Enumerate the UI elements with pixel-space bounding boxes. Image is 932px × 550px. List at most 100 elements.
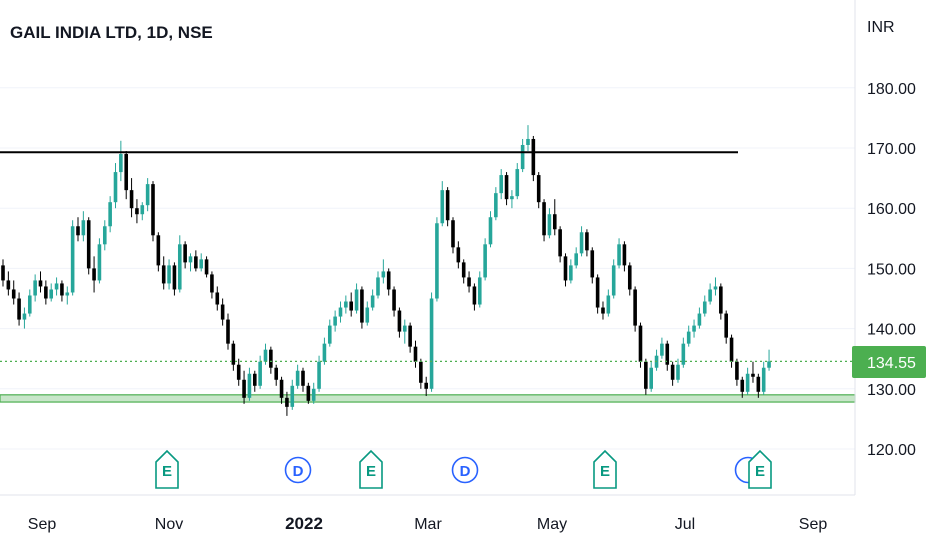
candle-body — [590, 250, 595, 278]
candle-body — [424, 382, 429, 389]
candle-body — [311, 388, 316, 401]
dividend-label: D — [460, 463, 471, 480]
candle-body — [483, 244, 487, 278]
candle-body — [467, 277, 471, 287]
candle-body — [429, 298, 434, 389]
candle-body — [183, 244, 187, 263]
candle-body — [161, 265, 166, 284]
y-axis: 180.00 170.00 160.00 150.00 140.00 130.00 120.… — [867, 81, 916, 459]
candle — [595, 274, 600, 314]
candle — [536, 172, 541, 209]
candle-body — [606, 295, 611, 314]
x-tick-label: May — [537, 516, 567, 533]
candle — [756, 373, 761, 398]
candle — [611, 259, 616, 299]
candle — [381, 259, 386, 284]
candle-body — [1, 265, 5, 281]
candle — [461, 259, 466, 284]
candle — [11, 280, 16, 305]
x-axis[interactable]: Sep Nov 2022 Mar May Jul Sep — [28, 514, 828, 533]
candle — [140, 202, 145, 221]
y-tick-label: 140.00 — [867, 322, 916, 339]
candle-body — [542, 202, 546, 236]
earnings-marker[interactable]: E — [748, 449, 772, 489]
candle-body — [151, 184, 155, 236]
candle-body — [11, 289, 16, 299]
candle-body — [713, 286, 718, 290]
candle-body — [220, 304, 225, 320]
dividend-marker[interactable]: D — [284, 456, 312, 484]
candle — [413, 340, 418, 368]
candle — [172, 262, 177, 296]
candle-body — [172, 265, 177, 290]
earnings-icon — [593, 449, 617, 489]
candle-body — [252, 373, 257, 386]
candle-body — [660, 343, 664, 356]
candle-body — [263, 349, 268, 362]
candle-body — [558, 229, 562, 257]
support-zone — [0, 394, 856, 403]
candle-body — [86, 220, 91, 269]
candle-body — [510, 196, 514, 200]
candle — [515, 163, 520, 200]
candle-body — [119, 154, 123, 173]
candle-body — [258, 361, 262, 386]
candle-body — [408, 325, 412, 347]
candle — [135, 199, 139, 224]
candle-body — [381, 271, 386, 278]
candle — [1, 259, 5, 287]
candle — [392, 286, 396, 317]
candle-body — [49, 289, 54, 299]
candle-body — [113, 172, 118, 203]
candle-body — [247, 373, 252, 398]
candle-body — [317, 361, 321, 389]
candle-body — [435, 223, 439, 299]
candle-body — [531, 138, 536, 176]
earnings-marker[interactable]: E — [155, 449, 179, 489]
candle-body — [585, 232, 589, 251]
earnings-marker[interactable]: E — [359, 449, 383, 489]
candle — [633, 286, 637, 332]
candle — [713, 277, 718, 296]
candle — [724, 310, 728, 344]
candle — [735, 358, 739, 386]
candle — [199, 253, 204, 272]
dividend-marker[interactable]: D — [451, 456, 479, 484]
candle-body — [729, 337, 734, 362]
candle-body — [392, 289, 396, 311]
earnings-marker[interactable]: E — [593, 449, 617, 489]
candle — [542, 199, 546, 242]
candle-body — [451, 220, 455, 248]
candle-body — [22, 313, 27, 320]
candle-body — [601, 307, 605, 314]
candle-body — [279, 379, 284, 398]
x-tick-label: Sep — [799, 516, 828, 533]
candle-body — [419, 361, 423, 383]
y-tick-label: 180.00 — [867, 81, 916, 98]
candle-body — [135, 208, 139, 215]
candle-body — [622, 244, 627, 266]
candle-body — [386, 271, 391, 290]
candle-body — [504, 175, 509, 200]
candle-body — [761, 367, 766, 392]
candle — [365, 301, 370, 326]
candle-body — [745, 373, 750, 392]
earnings-icon — [359, 449, 383, 489]
candle — [188, 253, 193, 272]
candle — [370, 289, 375, 311]
candle — [145, 178, 150, 212]
candle-body — [124, 154, 129, 191]
candle — [627, 262, 632, 296]
candle — [311, 382, 316, 404]
candle-body — [338, 307, 343, 317]
candle-body — [456, 247, 461, 263]
candle-body — [617, 244, 621, 266]
candle-body — [54, 283, 59, 290]
candle — [686, 325, 691, 347]
x-tick-label: Nov — [155, 516, 183, 533]
candle — [740, 376, 745, 398]
candle — [499, 169, 504, 200]
candle — [17, 292, 21, 326]
candle — [327, 319, 332, 347]
